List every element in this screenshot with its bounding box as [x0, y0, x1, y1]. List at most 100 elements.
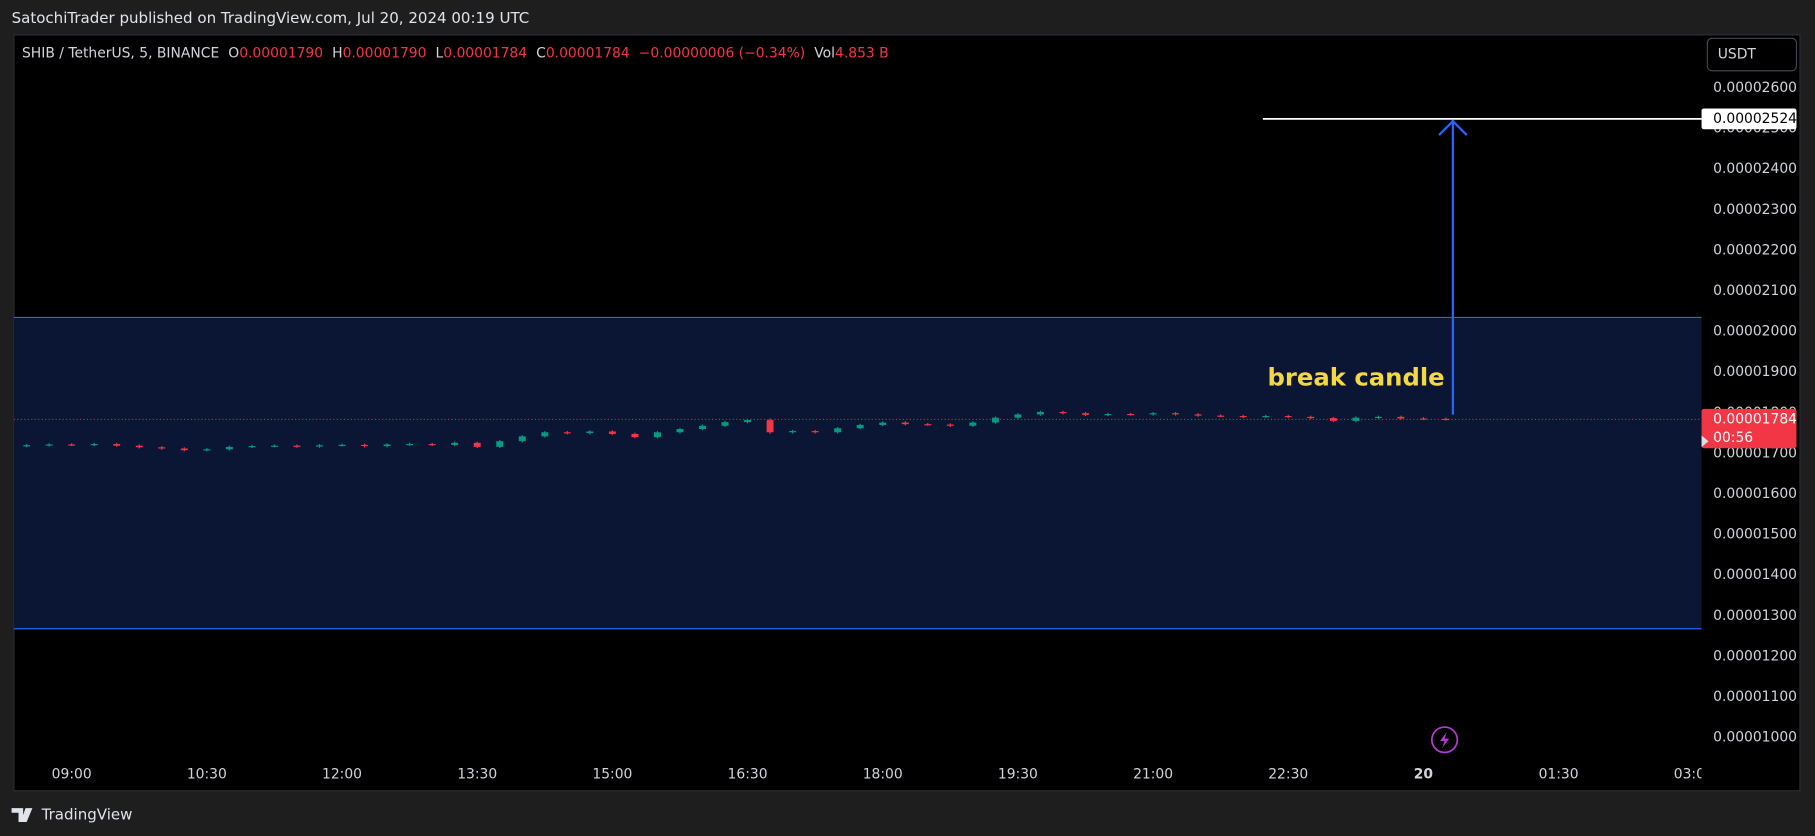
footer: TradingView [41, 806, 133, 824]
candle-body [699, 425, 706, 430]
zone [13, 317, 1702, 629]
y-tick-label: 0.00001300 [1713, 608, 1797, 624]
candle-body [946, 424, 954, 426]
legend: SHIB / TetherUS, 5, BINANCE O0.00001790 … [22, 45, 889, 61]
candle-body [180, 448, 188, 451]
candle-body [1284, 416, 1292, 418]
candle-body [225, 446, 233, 450]
candle-body [135, 445, 143, 448]
candle-body [1014, 414, 1022, 418]
candle-body [1127, 414, 1135, 416]
y-tick-label: 0.00001000 [1713, 730, 1797, 746]
candle-body [90, 444, 98, 446]
x-tick-label: 15:00 [592, 767, 632, 783]
x-tick-label: 13:30 [457, 767, 497, 783]
x-tick-label: 10:30 [187, 767, 227, 783]
candle-body [834, 428, 842, 433]
x-tick-label: 18:00 [863, 767, 903, 783]
candle-body [653, 432, 661, 438]
candle-body [969, 422, 977, 426]
candle-body [248, 446, 256, 448]
candle-body [23, 445, 31, 447]
x-tick-label: 12:00 [322, 767, 362, 783]
candle-body [1217, 415, 1225, 417]
y-tick-label: 0.00001500 [1713, 527, 1797, 543]
candle-body [1397, 416, 1405, 419]
legend-key: C [536, 45, 546, 61]
candle-body [45, 444, 53, 446]
candle-body [1059, 411, 1067, 414]
y-tick-label: 0.00002600 [1713, 80, 1797, 96]
last-price-label: 0.00001784 [1713, 411, 1797, 427]
y-tick-label: 0.00001100 [1713, 689, 1797, 705]
lightning-icon[interactable] [1430, 726, 1459, 754]
x-tick-label: 09:00 [52, 767, 92, 783]
symbol: SHIB / TetherUS, 5, BINANCE [22, 45, 219, 61]
candle-body [1149, 413, 1157, 415]
candle-body [1374, 416, 1382, 419]
x-tick-label: 19:30 [998, 767, 1038, 783]
candle-body [901, 422, 909, 425]
candle-body [203, 449, 211, 451]
y-tick-label: 0.00001700 [1713, 445, 1797, 461]
candle-body [406, 444, 414, 446]
candle-body [879, 422, 887, 425]
candle-body [158, 447, 166, 449]
candle-body [856, 424, 864, 429]
y-tick-label: 0.00002100 [1713, 283, 1797, 299]
candle-body [1307, 416, 1315, 419]
legend-value: 4.853 B [835, 45, 889, 61]
candle-body [1194, 414, 1202, 416]
y-tick-label: 0.00002300 [1713, 202, 1797, 218]
candle-body [1082, 413, 1089, 415]
x-tick-label: 01:30 [1539, 767, 1579, 783]
candle-body [1172, 413, 1180, 415]
legend-value: 0.00001790 [239, 45, 323, 61]
candle-body [316, 445, 323, 447]
currency-label[interactable]: USDT [1718, 47, 1757, 63]
logo [11, 808, 33, 822]
candle-body [1104, 414, 1112, 416]
candle-body [563, 432, 571, 434]
candle-body [68, 444, 76, 446]
y-tick-label: 0.00001900 [1713, 364, 1797, 380]
candle-body [451, 442, 459, 445]
candle-body [608, 431, 616, 434]
legend-value: 0.00001784 [546, 45, 630, 61]
candle-body [811, 431, 819, 433]
candle-body [744, 420, 752, 423]
candle-body [383, 444, 391, 447]
annotation: break candle [1267, 363, 1444, 392]
candle-body [721, 422, 729, 426]
last-price-box [1701, 408, 1797, 449]
y-tick-label: 0.00001200 [1713, 648, 1797, 664]
candle-body [293, 445, 301, 447]
currency-button[interactable] [1706, 37, 1798, 72]
legend-key: L [435, 45, 443, 61]
candle-body [1329, 418, 1337, 421]
plot: break candle 09:00 10:30 12:00 13:30 15:00 16:… [13, 118, 1702, 783]
price-axis: 0.00001000 0.00001100 0.00001200 0.00001300… [1701, 80, 1797, 746]
countdown: 00:56 [1713, 430, 1753, 446]
candle-body [1419, 418, 1427, 420]
last-price-pointer [1701, 435, 1709, 448]
legend-change: −0.00000006 (−0.34%) [639, 45, 805, 61]
target-label-box [1701, 108, 1797, 130]
legend-value: 0.00001784 [443, 45, 527, 61]
candle-body [541, 432, 549, 437]
legend-value: 0.00001790 [343, 45, 427, 61]
x-tick-label: 22:30 [1268, 767, 1308, 783]
y-tick-label: 0.00001400 [1713, 567, 1797, 583]
header: SatochiTrader published on TradingView.c… [12, 9, 530, 27]
candle-body [789, 431, 797, 433]
y-tick-label: 0.00001600 [1713, 486, 1797, 502]
candle-body [473, 442, 481, 447]
candle-body [496, 441, 504, 447]
x-tick-label: 16:30 [728, 767, 768, 783]
y-tick-label: 0.00002000 [1713, 324, 1797, 340]
y-tick-label: 0.00002400 [1713, 161, 1797, 177]
candle-body [361, 444, 369, 447]
target-label: 0.00002524 [1713, 111, 1797, 127]
candle-body [113, 444, 121, 446]
